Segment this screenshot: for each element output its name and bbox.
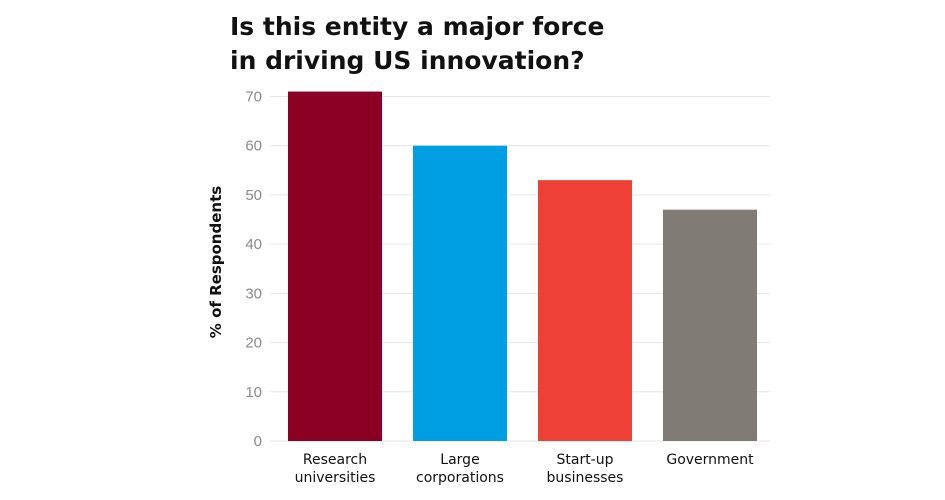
bars <box>288 91 757 442</box>
y-tick-label: 30 <box>245 285 262 302</box>
y-tick-label: 10 <box>245 384 262 401</box>
x-axis-categories: Research universities Large corporations Sta… <box>295 452 755 486</box>
y-axis-ticks: 0 10 20 30 40 50 60 70 <box>245 88 262 450</box>
y-tick-label: 20 <box>245 335 262 352</box>
y-tick-label: 50 <box>245 187 262 204</box>
y-axis-label: % of Respondents <box>207 186 225 338</box>
bar-3 <box>663 209 757 441</box>
chart-title: Is this entity a major force in driving … <box>230 12 605 75</box>
y-tick-label: 60 <box>245 138 262 155</box>
category-label: Research universities <box>295 452 376 486</box>
y-tick-label: 0 <box>254 433 262 450</box>
y-tick-label: 40 <box>245 236 262 253</box>
category-label: Start-up businesses <box>547 452 624 486</box>
category-label: Large corporations <box>416 452 504 486</box>
bar-2 <box>538 180 632 441</box>
y-tick-label: 70 <box>245 88 262 105</box>
bar-0 <box>288 91 382 442</box>
bar-1 <box>413 145 507 442</box>
category-label: Government <box>666 452 754 468</box>
